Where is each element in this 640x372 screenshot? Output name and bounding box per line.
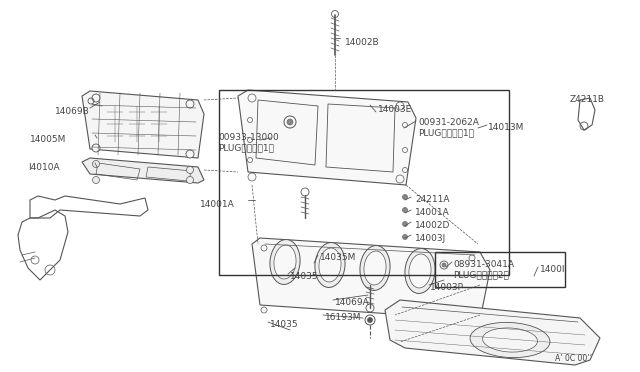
Ellipse shape (315, 243, 345, 288)
Text: A’ 0C 00’’: A’ 0C 00’’ (555, 354, 592, 363)
Circle shape (403, 208, 408, 212)
Circle shape (403, 234, 408, 240)
Text: 00933-13000: 00933-13000 (218, 133, 279, 142)
Text: 14002D: 14002D (415, 221, 451, 230)
Circle shape (287, 119, 293, 125)
Polygon shape (82, 91, 204, 158)
Text: 14005M: 14005M (30, 135, 67, 144)
Text: PLUGプラグ（1）: PLUGプラグ（1） (218, 143, 274, 152)
Circle shape (93, 176, 99, 183)
Circle shape (396, 102, 404, 110)
Text: 14069A: 14069A (335, 298, 370, 307)
Circle shape (261, 245, 267, 251)
Text: 14069B: 14069B (55, 107, 90, 116)
Ellipse shape (360, 246, 390, 291)
Circle shape (92, 94, 100, 102)
Polygon shape (238, 90, 416, 185)
Polygon shape (385, 300, 600, 365)
Polygon shape (252, 238, 490, 320)
Ellipse shape (405, 248, 435, 294)
Circle shape (469, 255, 475, 261)
Ellipse shape (470, 323, 550, 357)
Text: 14035: 14035 (270, 320, 299, 329)
Text: 14013M: 14013M (488, 123, 524, 132)
Text: 1400l: 1400l (540, 265, 566, 274)
Circle shape (186, 176, 193, 183)
Circle shape (403, 221, 408, 227)
Text: PLUGプラグ（2）: PLUGプラグ（2） (453, 270, 509, 279)
Text: 24211A: 24211A (415, 195, 449, 204)
Text: 14035M: 14035M (320, 253, 356, 262)
Text: 14035: 14035 (290, 272, 319, 281)
Text: 14001A: 14001A (200, 200, 235, 209)
Circle shape (186, 150, 194, 158)
Circle shape (93, 160, 99, 167)
Ellipse shape (274, 245, 296, 279)
Ellipse shape (483, 328, 538, 352)
Text: 16193M: 16193M (325, 313, 362, 322)
Text: 14003P: 14003P (430, 283, 464, 292)
Ellipse shape (409, 254, 431, 288)
Circle shape (186, 167, 193, 173)
Circle shape (248, 94, 256, 102)
Text: PLUGプラグ（1）: PLUGプラグ（1） (418, 128, 474, 137)
Text: 14001A: 14001A (415, 208, 450, 217)
Ellipse shape (270, 240, 300, 285)
Circle shape (248, 173, 256, 181)
Circle shape (261, 307, 267, 313)
Text: 14003E: 14003E (378, 105, 412, 114)
Text: 00931-2062A: 00931-2062A (418, 118, 479, 127)
Polygon shape (82, 158, 204, 183)
Ellipse shape (319, 248, 341, 282)
Text: l4010A: l4010A (28, 163, 60, 172)
Bar (219, 90, 509, 275)
Text: Z4211B: Z4211B (570, 95, 605, 104)
Circle shape (367, 317, 372, 323)
Text: 14003J: 14003J (415, 234, 446, 243)
Text: 08931-3041A: 08931-3041A (453, 260, 514, 269)
Circle shape (396, 175, 404, 183)
Circle shape (469, 312, 475, 318)
Text: 14002B: 14002B (345, 38, 380, 47)
Ellipse shape (364, 251, 386, 285)
Circle shape (403, 195, 408, 199)
Bar (435, 252, 565, 287)
Circle shape (92, 144, 100, 152)
Circle shape (186, 100, 194, 108)
Circle shape (442, 263, 446, 267)
